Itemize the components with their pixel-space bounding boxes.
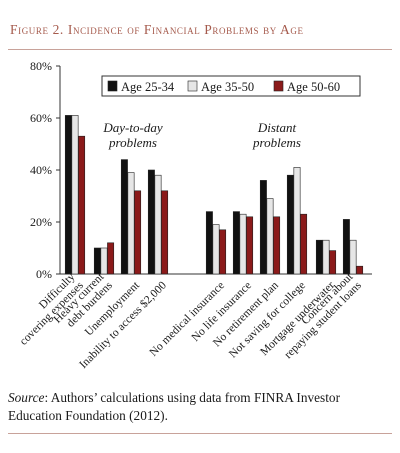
bottom-rule <box>8 433 392 434</box>
source-label: Source <box>8 390 45 405</box>
legend-label: Age 50-60 <box>287 80 340 94</box>
bar <box>134 190 142 275</box>
bar <box>322 239 330 275</box>
bar <box>342 219 350 275</box>
bar <box>219 229 227 275</box>
legend-label: Age 35-50 <box>201 80 254 94</box>
y-tick-label: 40% <box>30 163 52 177</box>
bar <box>246 216 254 275</box>
bar <box>349 239 357 275</box>
bar <box>64 115 72 275</box>
bar <box>100 247 108 275</box>
legend-swatch <box>273 80 284 92</box>
bar <box>205 211 213 275</box>
y-tick-label: 20% <box>30 215 52 229</box>
bar <box>286 174 294 275</box>
bar <box>93 247 101 275</box>
y-tick-label: 0% <box>36 267 52 281</box>
bar <box>78 135 86 275</box>
legend-swatch <box>187 80 198 92</box>
bar <box>120 159 128 275</box>
bar <box>212 224 220 275</box>
bar <box>71 115 79 275</box>
bar <box>147 169 155 275</box>
legend-label: Age 25-34 <box>121 80 175 94</box>
bar <box>161 190 169 275</box>
title-rule <box>8 49 392 50</box>
y-tick-label: 60% <box>30 111 52 125</box>
bar <box>232 211 240 275</box>
legend-box <box>101 75 361 97</box>
legend-swatch <box>107 80 118 92</box>
bar <box>239 213 247 275</box>
bar <box>329 250 337 275</box>
category-label: Concern aboutrepaying student loans <box>274 270 365 361</box>
bar <box>300 213 308 275</box>
y-tick-label: 80% <box>30 59 52 73</box>
figure-title: Figure 2. Incidence of Financial Problem… <box>10 22 304 37</box>
bar <box>356 265 364 275</box>
source-text: : Authors’ calculations using data from … <box>8 390 341 423</box>
bar <box>266 198 274 275</box>
source-note: Source: Authors’ calculations using data… <box>8 389 392 425</box>
bar <box>127 172 135 275</box>
bar <box>259 180 267 275</box>
group-label: Distant problems <box>252 120 301 150</box>
bar <box>315 239 323 275</box>
group-label: Day-to-day problems <box>102 120 162 150</box>
bar <box>273 216 281 275</box>
bar <box>107 242 115 275</box>
bar <box>293 167 301 275</box>
bar <box>154 174 162 275</box>
